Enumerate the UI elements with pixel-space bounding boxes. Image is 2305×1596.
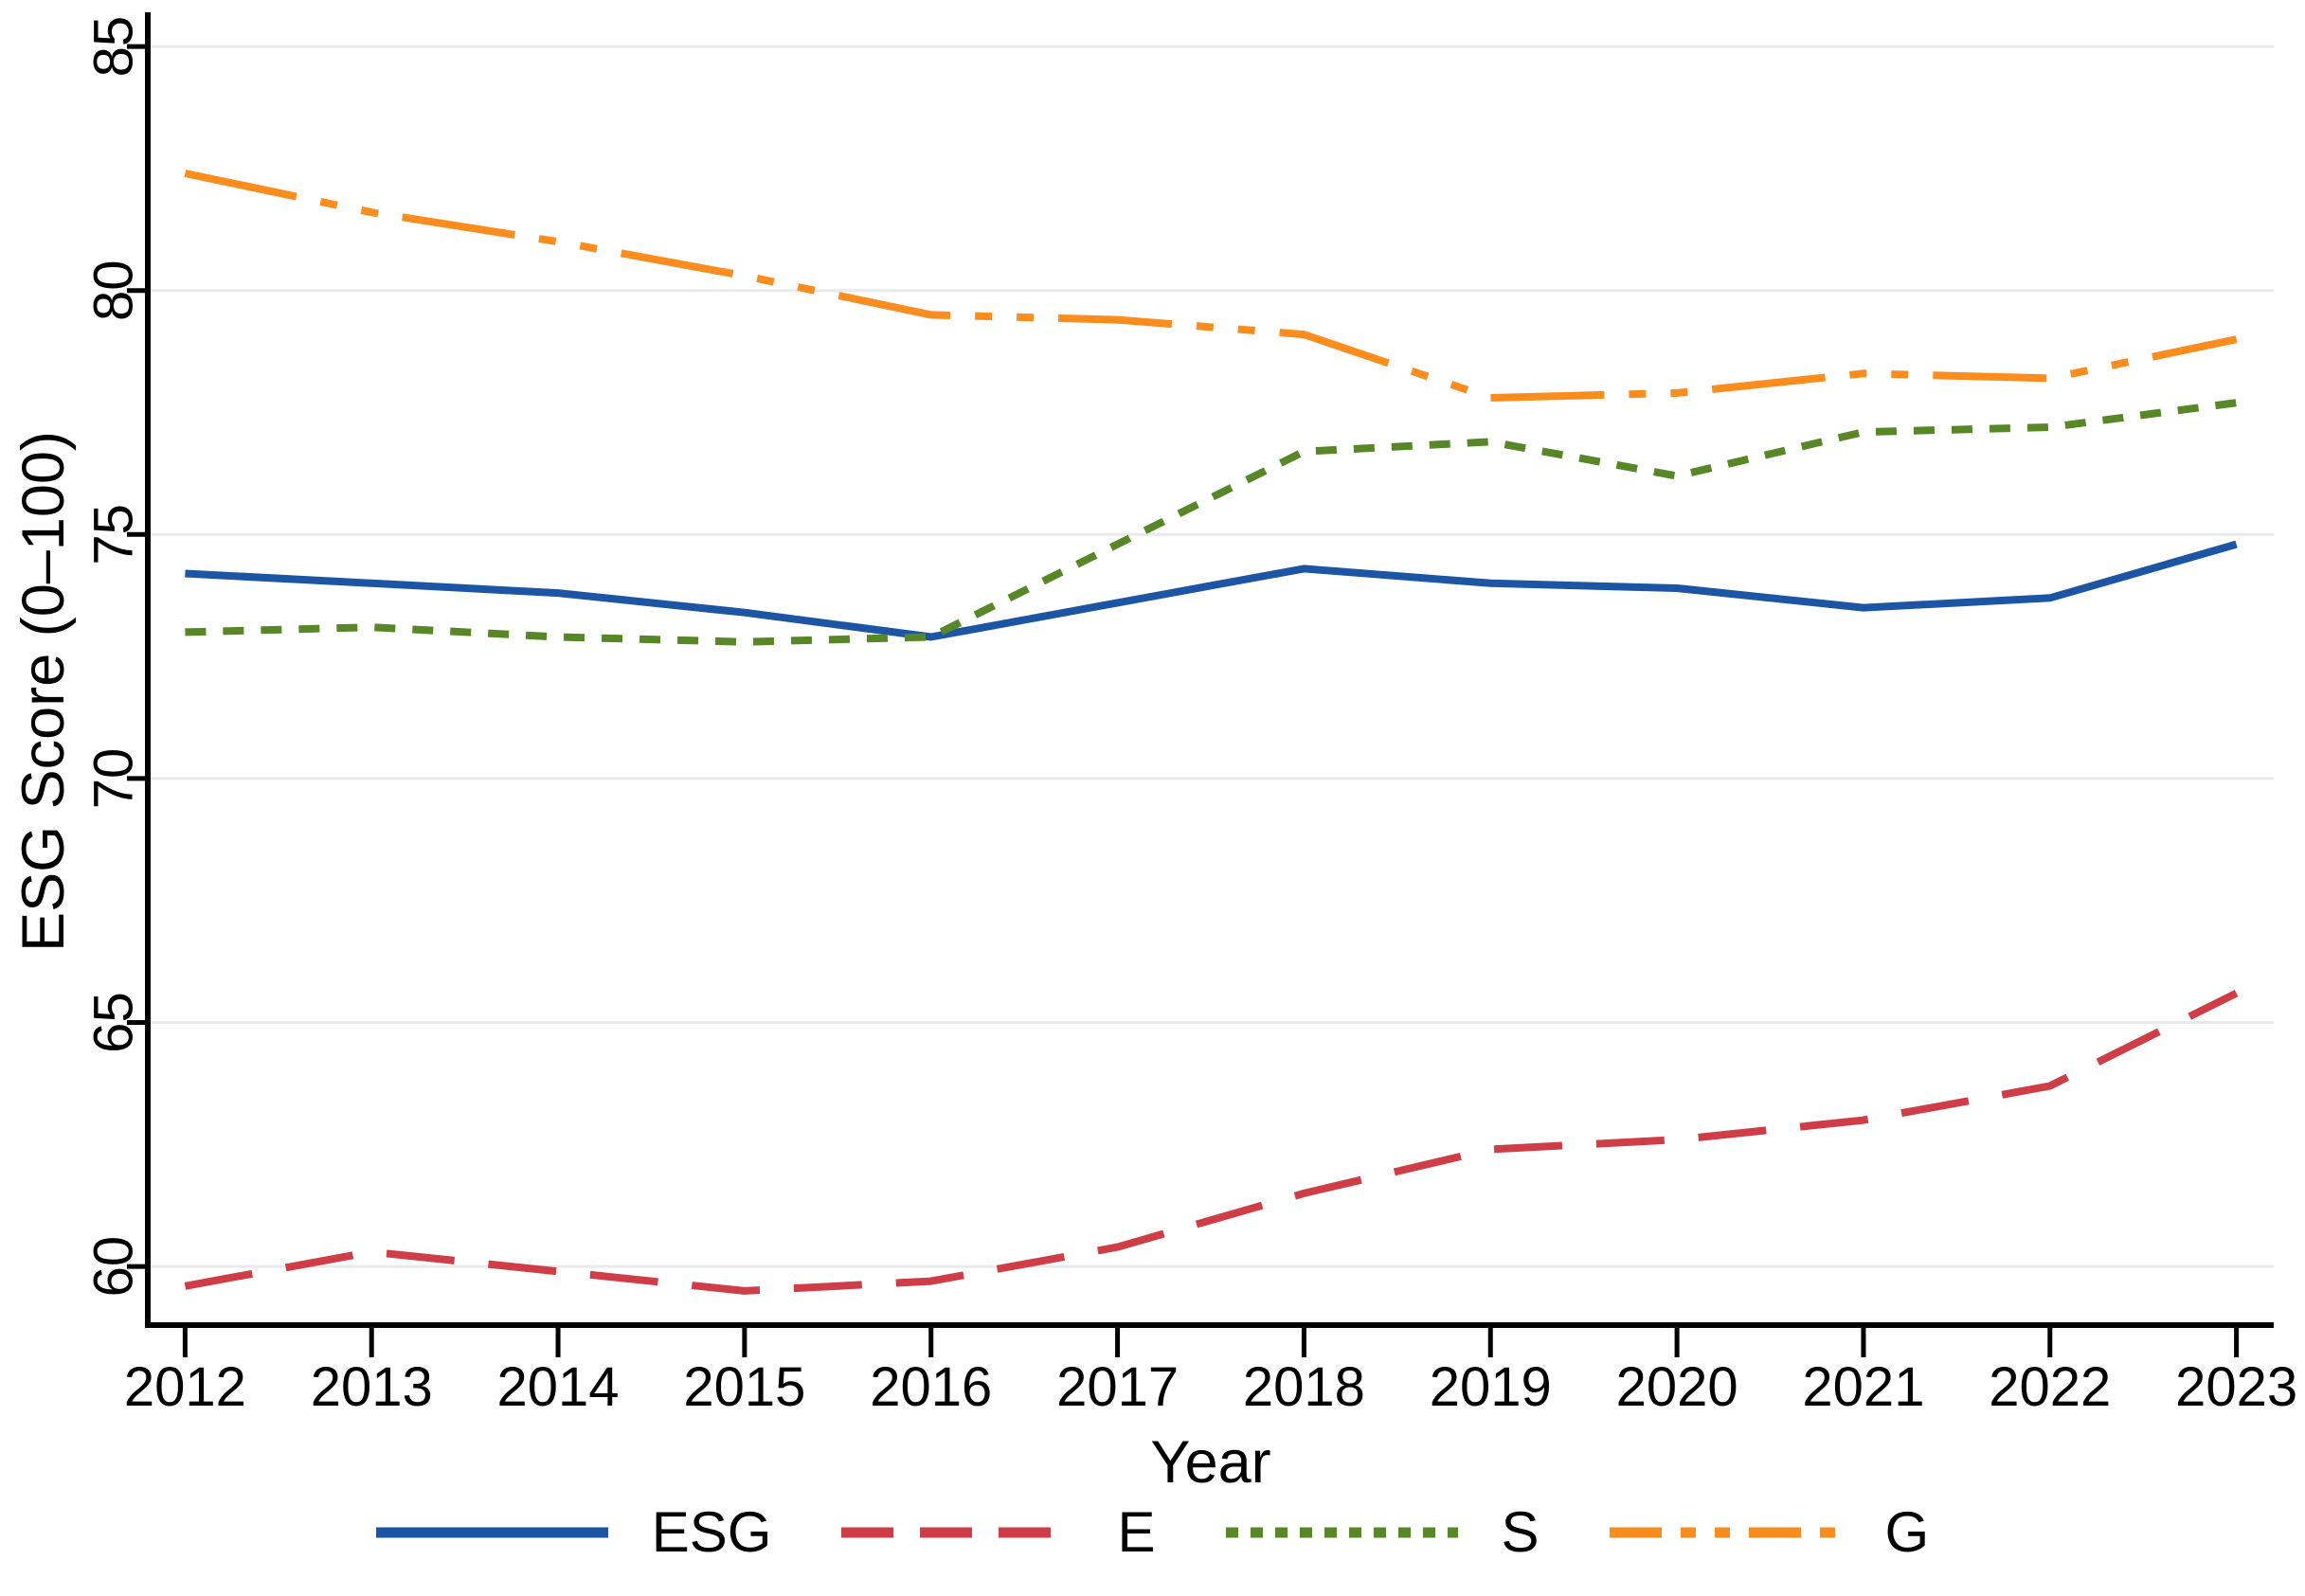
series-line-esg [185,540,2238,641]
legend: ESG E S G [0,1504,2305,1561]
x-tick-label: 2017 [1056,1356,1179,1418]
x-tick-label: 2022 [1989,1356,2111,1418]
series-line-e [184,990,2239,1295]
legend-line-g [1609,1527,1842,1538]
series-line-g [184,170,2238,402]
x-tick-label: 2013 [311,1356,433,1418]
legend-label-esg: ESG [651,1500,772,1564]
series-line-s [185,399,2238,646]
x-tick-label: 2019 [1430,1356,1552,1418]
legend-line-e [841,1527,1074,1538]
y-axis-title: ESG Score (0–100) [10,431,77,952]
y-tick-label: 75 [83,504,145,565]
x-tick-label: 2016 [870,1356,992,1418]
legend-item-esg: ESG [375,1500,772,1564]
x-tick-label: 2018 [1243,1356,1365,1418]
x-tick-label: 2020 [1616,1356,1738,1418]
x-axis-title: Year [1150,1429,1270,1496]
y-tick-label: 85 [83,16,145,78]
y-tick-label: 80 [83,260,145,321]
legend-item-g: G [1609,1500,1930,1564]
legend-line-s [1225,1527,1458,1538]
y-tick-label: 60 [83,1236,145,1298]
y-tick-label: 65 [83,992,145,1053]
x-tick-label: 2015 [683,1356,805,1418]
x-tick-label: 2021 [1802,1356,1924,1418]
legend-item-e: E [841,1500,1156,1564]
legend-label-s: S [1501,1500,1540,1564]
y-tick-label: 70 [83,748,145,810]
x-tick-label: 2012 [124,1356,246,1418]
legend-line-esg [375,1527,608,1538]
legend-label-e: E [1117,1500,1156,1564]
x-tick-label: 2014 [497,1356,620,1418]
legend-label-g: G [1884,1500,1930,1564]
legend-item-s: S [1225,1500,1540,1564]
x-tick-label: 2023 [2175,1356,2297,1418]
